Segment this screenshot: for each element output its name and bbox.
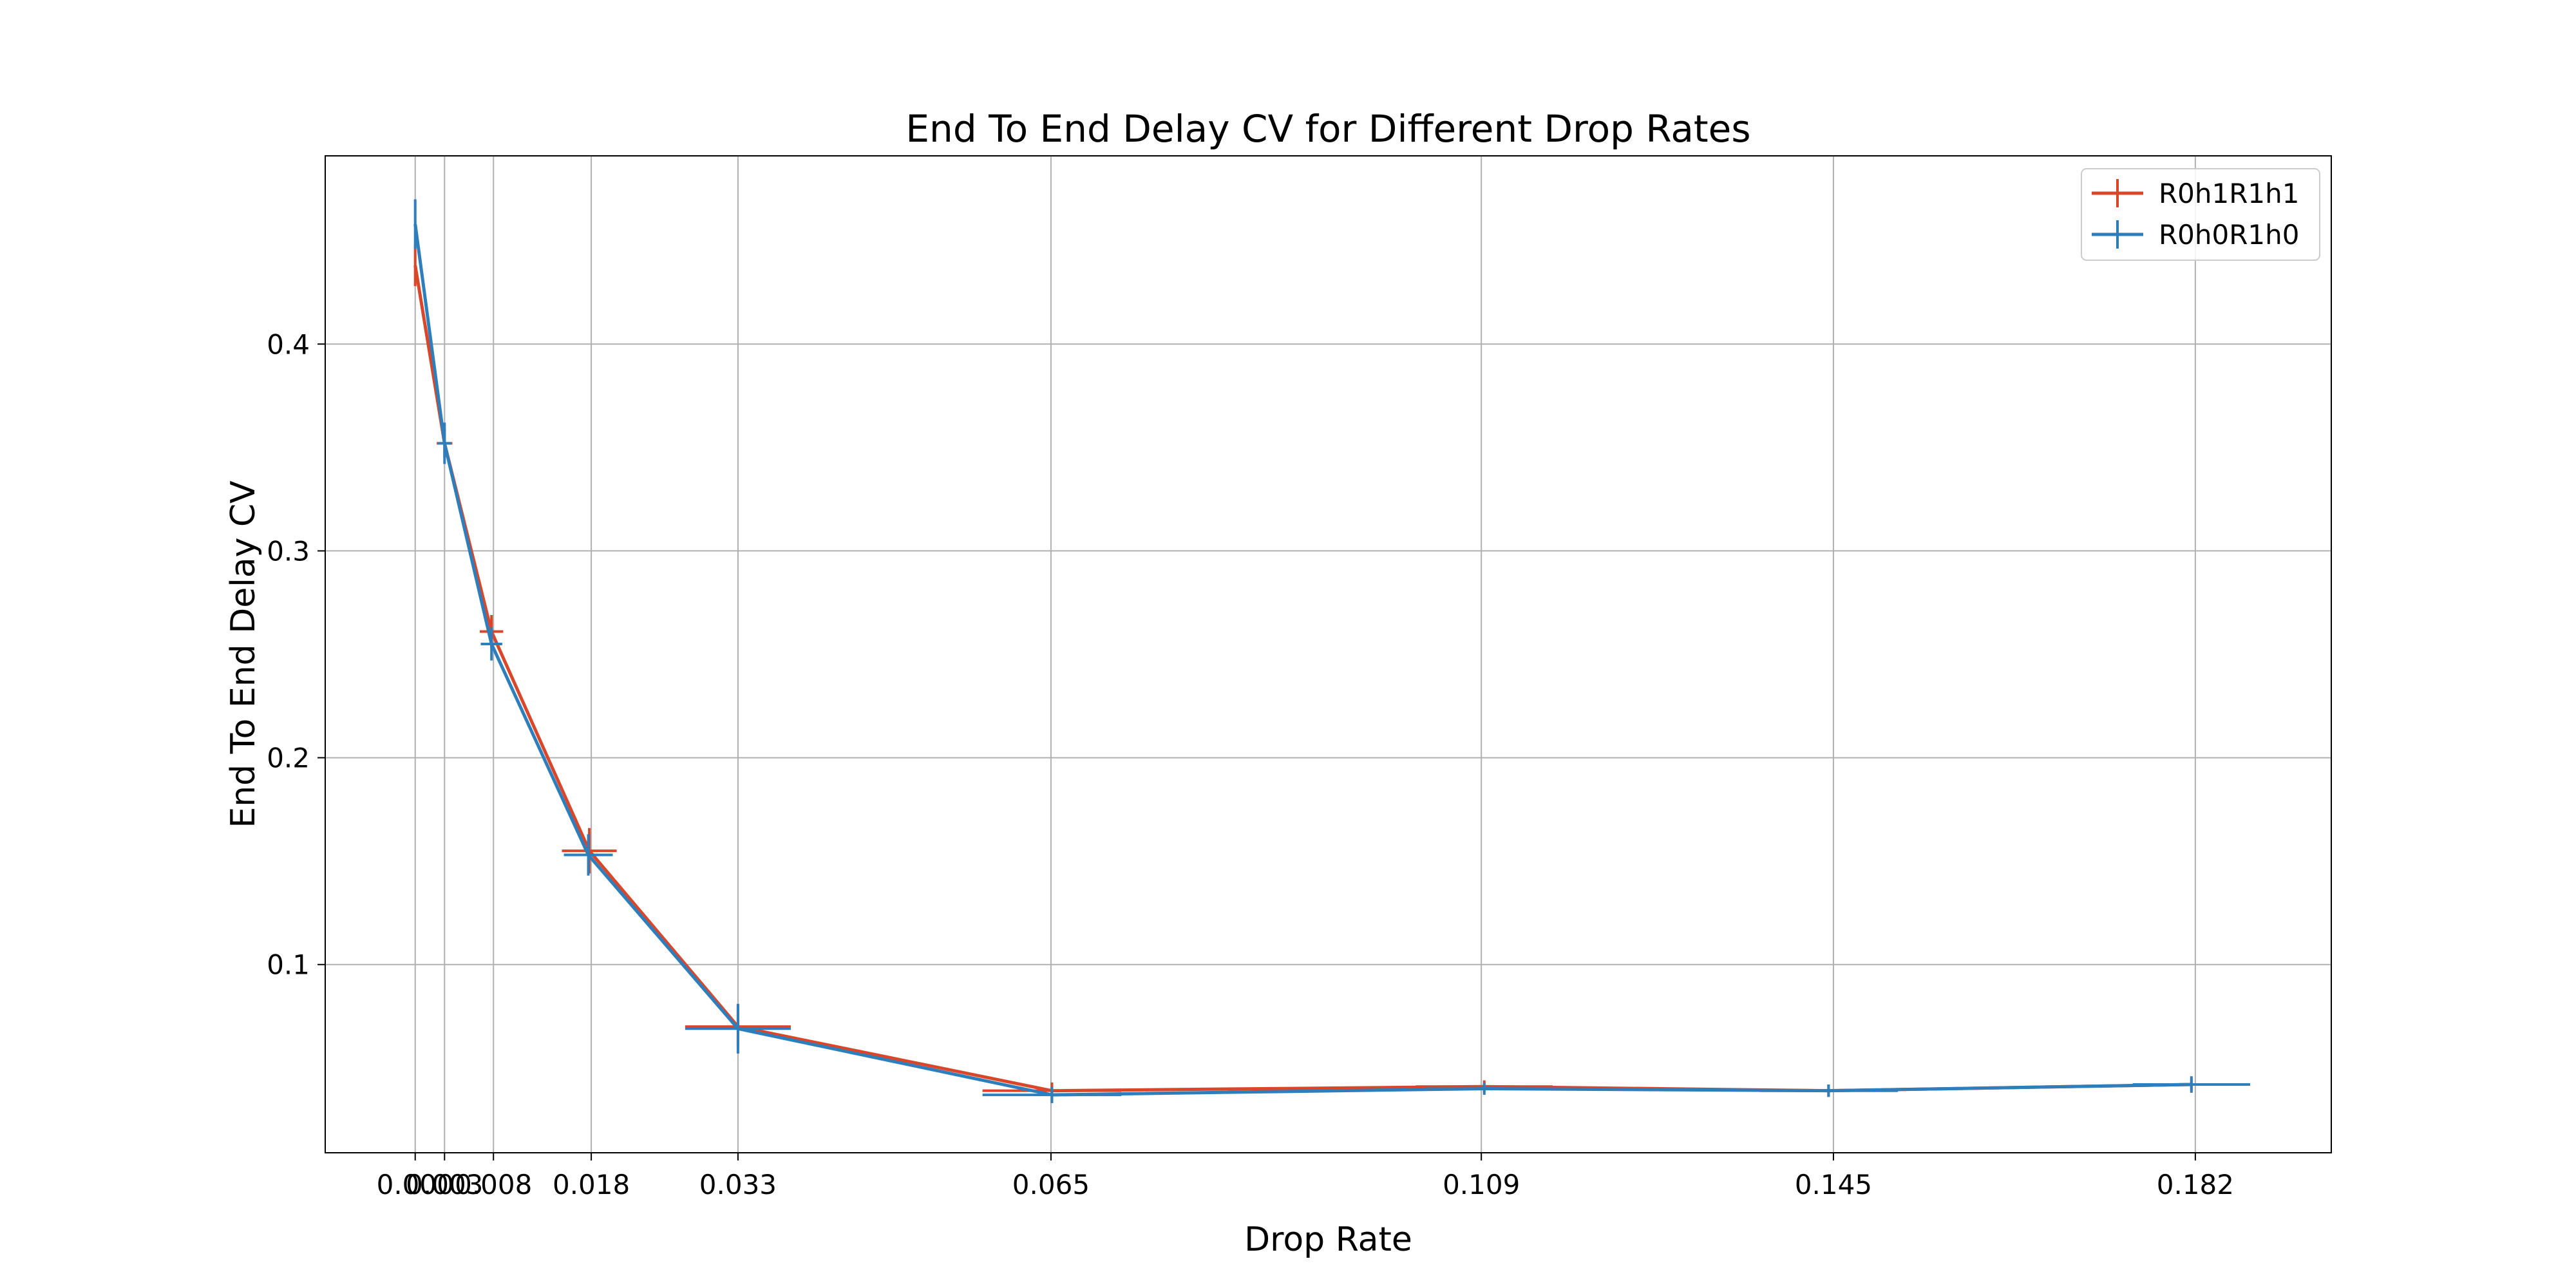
x-tick-label: 0.065 (1012, 1169, 1090, 1200)
x-tick-label: 0.000 (377, 1169, 454, 1200)
x-axis-label: Drop Rate (1244, 1220, 1412, 1259)
x-tick-label: 0.008 (455, 1169, 532, 1200)
legend: R0h1R1h1 R0h0R1h0 (2081, 168, 2320, 261)
plot-series (413, 199, 2250, 1103)
x-tick-label: 0.003 (406, 1169, 483, 1200)
legend-label-R0h0R1h0: R0h0R1h0 (2159, 219, 2300, 251)
grid-lines (325, 156, 2331, 1153)
y-axis-label: End To End Delay CV (224, 480, 263, 828)
x-tick-label: 0.018 (553, 1169, 630, 1200)
series-line (413, 223, 2192, 1097)
x-tick-label: 0.109 (1443, 1169, 1520, 1200)
y-tick-label: 0.1 (267, 949, 310, 981)
x-tick-label: 0.145 (1795, 1169, 1872, 1200)
y-tick-label: 0.4 (267, 328, 310, 360)
y-tick-label: 0.2 (267, 743, 310, 774)
y-tick-label: 0.3 (267, 535, 310, 567)
series-R0h0R1h0 (413, 199, 2250, 1103)
chart-title: End To End Delay CV for Different Drop R… (905, 107, 1750, 151)
legend-label-R0h1R1h1: R0h1R1h1 (2159, 178, 2300, 209)
plot-frame (325, 155, 2332, 1153)
x-tick-label: 0.182 (2157, 1169, 2234, 1200)
x-tick-label: 0.033 (699, 1169, 777, 1200)
